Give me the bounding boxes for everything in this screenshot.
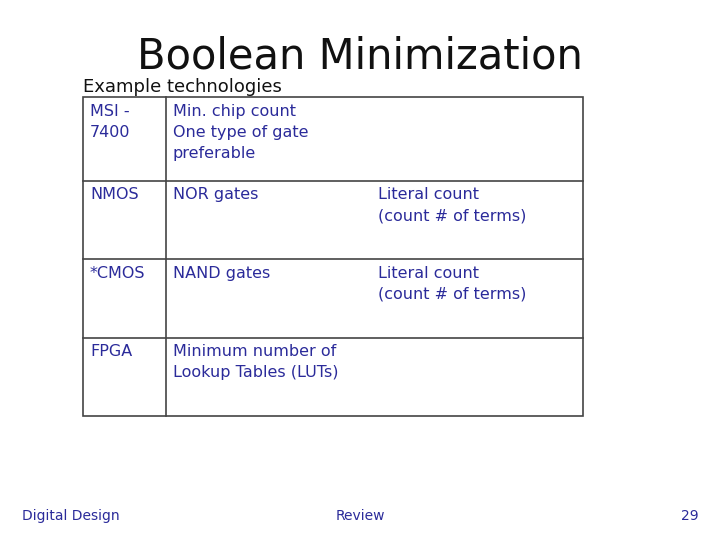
Text: NOR gates: NOR gates [173,187,258,202]
Text: MSI -
7400: MSI - 7400 [90,104,130,140]
Text: Minimum number of
Lookup Tables (LUTs): Minimum number of Lookup Tables (LUTs) [173,344,338,380]
Text: FPGA: FPGA [90,344,132,359]
Text: *CMOS: *CMOS [90,266,145,281]
Text: 29: 29 [681,509,698,523]
Text: Review: Review [336,509,384,523]
Text: Min. chip count
One type of gate
preferable: Min. chip count One type of gate prefera… [173,104,308,161]
Text: NMOS: NMOS [90,187,139,202]
Text: Boolean Minimization: Boolean Minimization [137,35,583,77]
Text: Literal count
(count # of terms): Literal count (count # of terms) [378,266,526,302]
Bar [83,97,583,416]
Text: NAND gates: NAND gates [173,266,270,281]
Text: Literal count
(count # of terms): Literal count (count # of terms) [378,187,526,224]
Text: Digital Design: Digital Design [22,509,120,523]
Text: Example technologies: Example technologies [83,78,282,96]
